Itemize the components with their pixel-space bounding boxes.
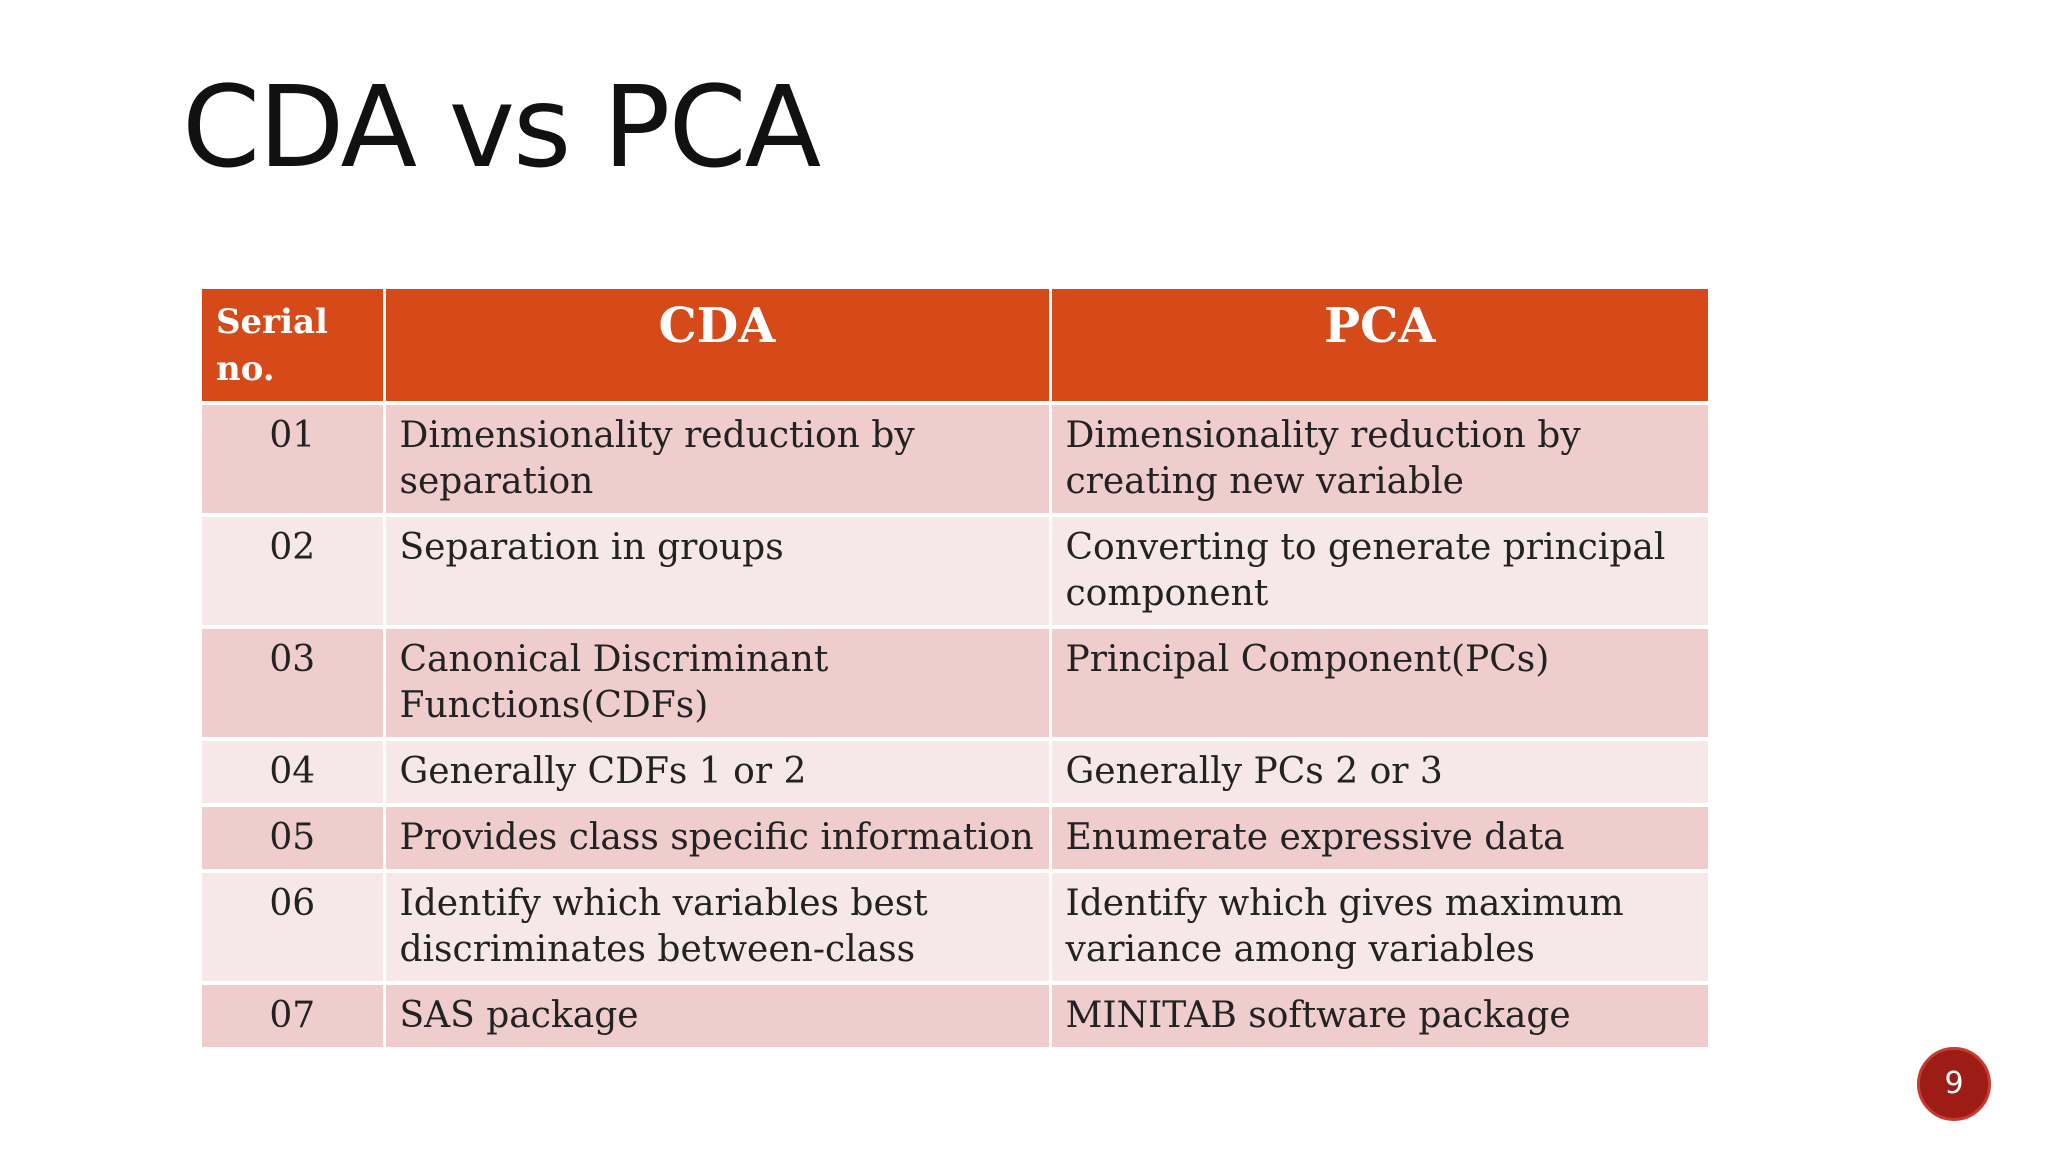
header-serial-no: Serial no. xyxy=(202,289,386,405)
table-row: 04 Generally CDFs 1 or 2 Generally PCs 2… xyxy=(202,737,1708,807)
header-pca: PCA xyxy=(1048,289,1708,405)
header-cda: CDA xyxy=(382,289,1052,405)
table-row: 06 Identify which variables best discrim… xyxy=(202,869,1708,985)
table-row: 01 Dimensionality reduction by separatio… xyxy=(202,401,1708,517)
serial-cell: 05 xyxy=(202,803,386,873)
pca-cell: Identify which gives maximum variance am… xyxy=(1048,869,1708,985)
pca-cell: Dimensionality reduction by creating new… xyxy=(1048,401,1708,517)
comparison-table: Serial no. CDA PCA 01 Dimensionality red… xyxy=(202,289,1708,1047)
slide-title: CDA vs PCA xyxy=(182,63,821,193)
cda-cell: Provides class specific information xyxy=(382,803,1052,873)
pca-cell: Principal Component(PCs) xyxy=(1048,625,1708,741)
serial-cell: 03 xyxy=(202,625,386,741)
pca-cell: Enumerate expressive data xyxy=(1048,803,1708,873)
serial-cell: 02 xyxy=(202,513,386,629)
table-row: 02 Separation in groups Converting to ge… xyxy=(202,513,1708,629)
cda-cell: Dimensionality reduction by separation xyxy=(382,401,1052,517)
serial-cell: 07 xyxy=(202,981,386,1047)
cda-cell: Identify which variables best discrimina… xyxy=(382,869,1052,985)
cda-cell: Generally CDFs 1 or 2 xyxy=(382,737,1052,807)
table-header-row: Serial no. CDA PCA xyxy=(202,289,1708,405)
pca-cell: Converting to generate principal compone… xyxy=(1048,513,1708,629)
page-number-badge: 9 xyxy=(1917,1047,1991,1121)
table-row: 05 Provides class specific information E… xyxy=(202,803,1708,873)
table-row: 07 SAS package MINITAB software package xyxy=(202,981,1708,1047)
serial-cell: 01 xyxy=(202,401,386,517)
pca-cell: MINITAB software package xyxy=(1048,981,1708,1047)
serial-cell: 06 xyxy=(202,869,386,985)
table-row: 03 Canonical Discriminant Functions(CDFs… xyxy=(202,625,1708,741)
pca-cell: Generally PCs 2 or 3 xyxy=(1048,737,1708,807)
serial-cell: 04 xyxy=(202,737,386,807)
cda-cell: Canonical Discriminant Functions(CDFs) xyxy=(382,625,1052,741)
cda-cell: Separation in groups xyxy=(382,513,1052,629)
cda-cell: SAS package xyxy=(382,981,1052,1047)
